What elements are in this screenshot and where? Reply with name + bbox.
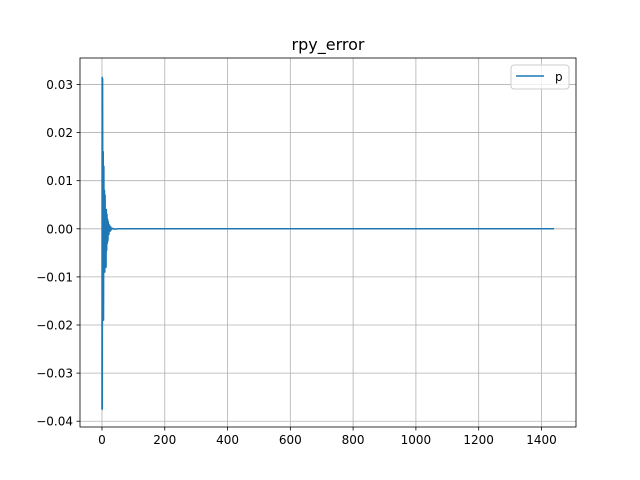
legend-label: p bbox=[555, 70, 563, 84]
y-tick-label: 0.01 bbox=[46, 174, 73, 188]
x-tick-label: 600 bbox=[279, 433, 302, 447]
y-tick-label: −0.04 bbox=[36, 415, 73, 429]
x-tick-label: 1000 bbox=[401, 433, 432, 447]
x-tick-label: 400 bbox=[216, 433, 239, 447]
y-tick-label: 0.00 bbox=[46, 222, 73, 236]
y-tick-label: 0.02 bbox=[46, 126, 73, 140]
ticks: 0 200 400 600 800 1000 1200 1400 −0.04 −0.03 −0.02… bbox=[36, 78, 557, 447]
series-line bbox=[101, 76, 555, 410]
legend-box bbox=[510, 64, 570, 90]
x-tick-label: 0 bbox=[98, 433, 106, 447]
plot-area bbox=[80, 58, 576, 427]
legend: p bbox=[510, 64, 570, 90]
axes-frame bbox=[79, 57, 577, 428]
y-tick-label: −0.02 bbox=[36, 319, 73, 333]
y-tick-label: −0.01 bbox=[36, 270, 73, 284]
x-tick-label: 1200 bbox=[463, 433, 494, 447]
series-layer bbox=[101, 76, 555, 410]
y-tick-label: 0.03 bbox=[46, 78, 73, 92]
y-tick-label: −0.03 bbox=[36, 367, 73, 381]
x-tick-label: 800 bbox=[342, 433, 365, 447]
grid bbox=[80, 58, 576, 427]
x-tick-label: 1400 bbox=[526, 433, 557, 447]
x-tick-label: 200 bbox=[153, 433, 176, 447]
chart-title: rpy_error bbox=[292, 35, 365, 55]
